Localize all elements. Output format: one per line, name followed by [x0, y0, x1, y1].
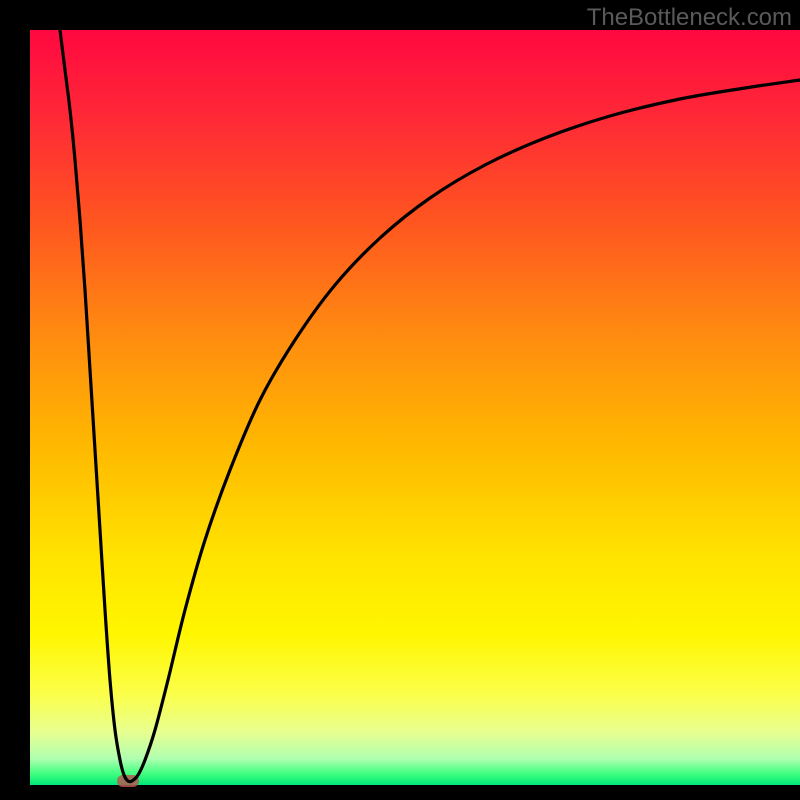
bottleneck-curve [60, 30, 800, 782]
bottleneck-chart: TheBottleneck.com [0, 0, 800, 800]
watermark-text: TheBottleneck.com [587, 4, 792, 32]
chart-overlay-svg [0, 0, 800, 800]
